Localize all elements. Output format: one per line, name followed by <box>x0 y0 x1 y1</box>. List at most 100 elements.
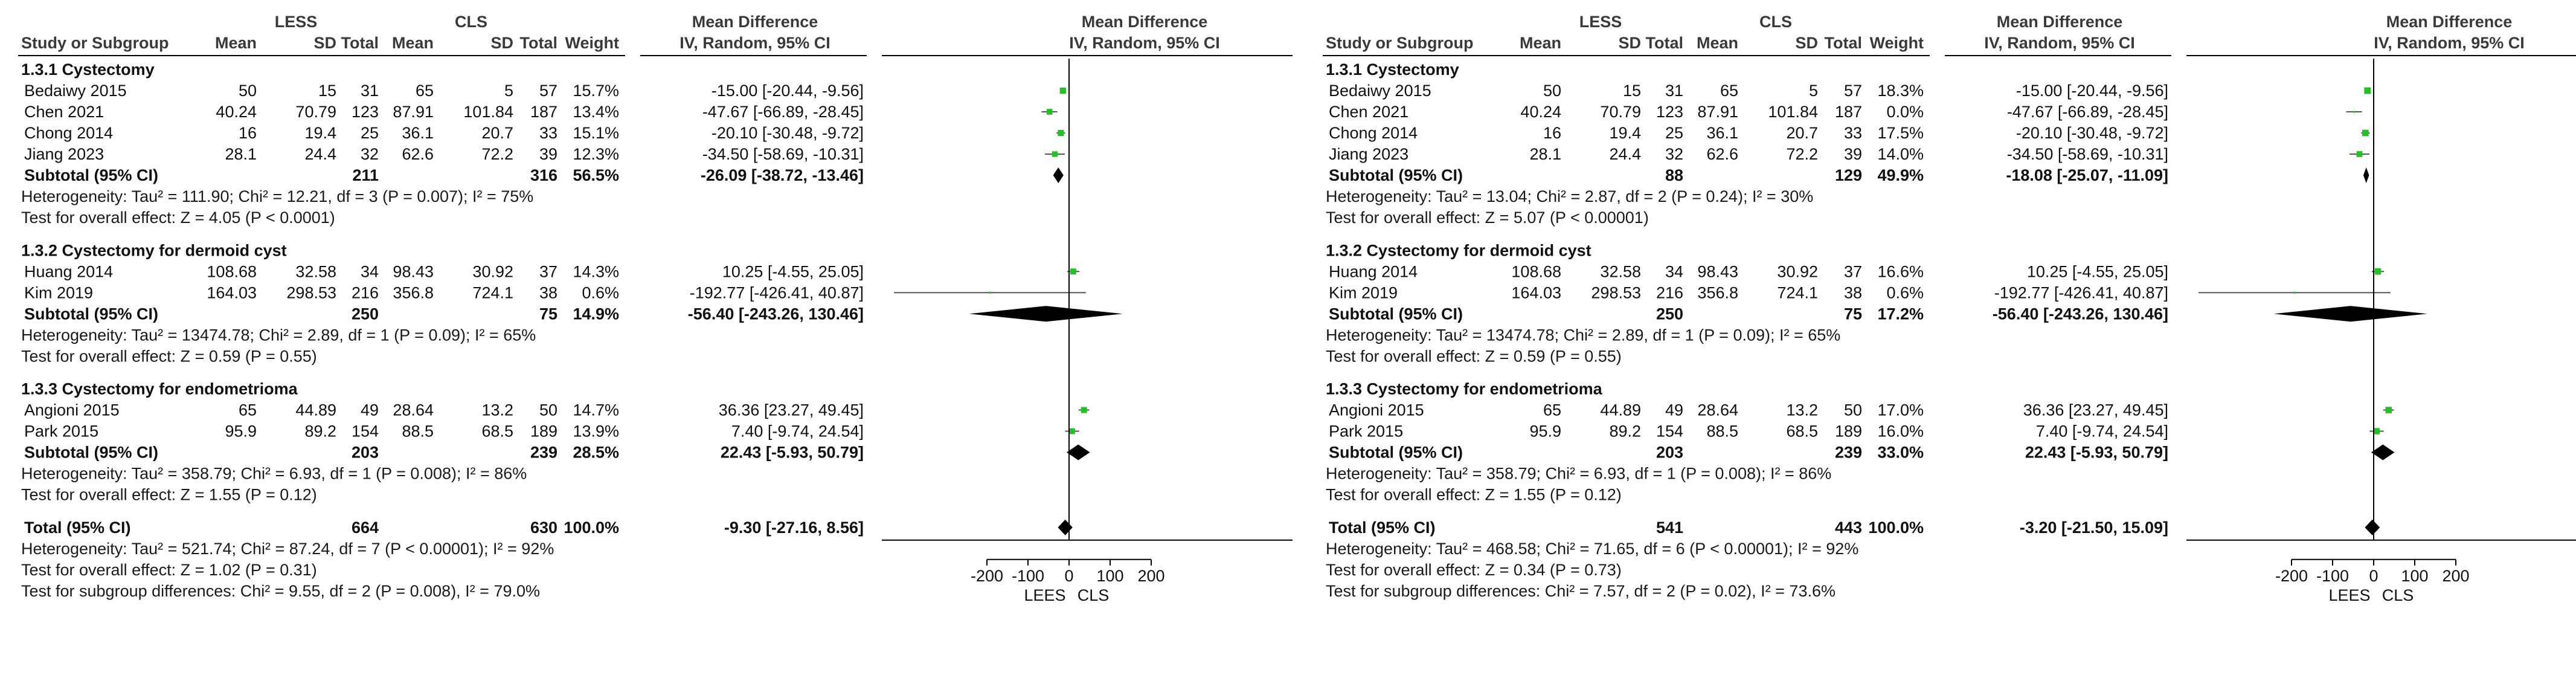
subtotal-label: Subtotal (95% CI) <box>1329 305 1463 323</box>
group2-mean: 98.43 <box>1697 262 1738 280</box>
subtotal-md-ci: -56.40 [-243.26, 130.46] <box>1993 305 2168 323</box>
study-effect-square <box>1058 129 1064 137</box>
subtotal-diamond <box>2363 167 2369 183</box>
group1-mean: 16 <box>1543 124 1561 142</box>
group1-sd: 32.58 <box>295 262 336 280</box>
subtotal-group1-total: 88 <box>1665 166 1683 184</box>
x-axis-tick-label: 0 <box>1064 567 1073 585</box>
group2-mean: 87.91 <box>1697 103 1738 121</box>
group2-total-header: Total <box>1825 34 1863 52</box>
study-name: Bedaiwy 2015 <box>1329 82 1431 100</box>
study-md-ci: -34.50 [-58.69, -10.31] <box>2007 145 2168 163</box>
x-axis-tick-label: 200 <box>1137 567 1164 585</box>
study-effect-square <box>1059 87 1066 94</box>
favours-right-label: CLS <box>2382 586 2414 604</box>
group2-sd: 30.92 <box>472 262 513 280</box>
group2-mean: 87.91 <box>393 103 434 121</box>
subgroup-title: 1.3.2 Cystectomy for dermoid cyst <box>1326 241 1592 259</box>
study-name: Kim 2019 <box>1329 283 1398 302</box>
study-name: Bedaiwy 2015 <box>24 82 127 100</box>
group1-mean-header: Mean <box>215 34 257 52</box>
group2-total: 39 <box>1844 145 1862 163</box>
subtotal-group2-total: 239 <box>530 444 557 462</box>
x-axis-tick-label: -200 <box>971 567 1003 585</box>
x-axis-tick-label: -200 <box>2275 567 2308 585</box>
study-weight: 15.1% <box>573 124 619 142</box>
group2-sd: 724.1 <box>1777 283 1818 302</box>
group2-mean: 356.8 <box>1697 283 1738 302</box>
study-effect-square <box>1046 109 1053 115</box>
group1-header: LESS <box>275 13 318 31</box>
group1-sd: 19.4 <box>304 124 336 142</box>
group1-total: 31 <box>361 82 379 100</box>
group2-mean-header: Mean <box>392 34 434 52</box>
study-weight: 0.0% <box>1886 103 1924 121</box>
subtotal-group1-total: 250 <box>1656 305 1683 323</box>
study-name: Jiang 2023 <box>24 145 104 163</box>
study-name: Park 2015 <box>24 422 98 441</box>
group2-total: 57 <box>1844 82 1862 100</box>
subgroup-title: 1.3.3 Cystectomy for endometrioma <box>21 380 298 398</box>
group1-total: 31 <box>1665 82 1683 100</box>
subtotal-group1-total: 203 <box>1656 444 1683 462</box>
study-md-ci: -192.77 [-426.41, 40.87] <box>690 283 864 302</box>
study-weight: 18.3% <box>1877 82 1924 100</box>
group1-mean: 40.24 <box>1520 103 1561 121</box>
study-md-ci: 7.40 [-9.74, 24.54] <box>2036 422 2168 441</box>
group1-total: 34 <box>1665 262 1683 280</box>
study-weight: 14.0% <box>1877 145 1924 163</box>
subtotal-label: Subtotal (95% CI) <box>24 305 158 323</box>
total-weight: 100.0% <box>1868 519 1924 537</box>
group1-total: 154 <box>1656 422 1683 441</box>
study-effect-square <box>1081 407 1087 413</box>
group1-mean-header: Mean <box>1520 34 1561 52</box>
group1-sd: 15 <box>1623 82 1641 100</box>
group1-mean: 16 <box>239 124 257 142</box>
group1-sd: 70.79 <box>295 103 336 121</box>
group1-total: 154 <box>352 422 379 441</box>
group1-mean: 164.03 <box>207 283 257 302</box>
subtotal-diamond <box>2273 306 2427 322</box>
group1-mean: 65 <box>239 401 257 419</box>
study-md-ci: -34.50 [-58.69, -10.31] <box>702 145 864 163</box>
md-column-subtitle: IV, Random, 95% CI <box>679 34 830 52</box>
group1-mean: 164.03 <box>1511 283 1561 302</box>
subtotal-diamond <box>1053 167 1064 183</box>
total-note: Heterogeneity: Tau² = 468.58; Chi² = 71.… <box>1326 540 1858 558</box>
group1-total: 123 <box>352 103 379 121</box>
group1-sd-header: SD <box>313 34 336 52</box>
x-axis-tick-label: -100 <box>2316 567 2349 585</box>
group2-sd-header: SD <box>1795 34 1818 52</box>
group1-mean: 65 <box>1543 401 1561 419</box>
md-column-subtitle: IV, Random, 95% CI <box>1984 34 2135 52</box>
subgroup-overall-effect: Test for overall effect: Z = 1.55 (P = 0… <box>1326 486 1622 504</box>
group2-total: 38 <box>539 283 557 302</box>
subtotal-group1-total: 203 <box>352 444 379 462</box>
study-md-ci: 36.36 [23.27, 49.45] <box>719 401 864 419</box>
study-weight: 17.0% <box>1877 401 1924 419</box>
group1-mean: 108.68 <box>207 262 257 280</box>
weight-header: Weight <box>1870 34 1924 52</box>
total-group2: 630 <box>530 519 557 537</box>
group2-total: 187 <box>530 103 557 121</box>
study-effect-square <box>2373 428 2380 435</box>
group2-total: 37 <box>1844 262 1862 280</box>
study-name: Chong 2014 <box>1329 124 1418 142</box>
group2-mean: 356.8 <box>393 283 434 302</box>
study-md-ci: -15.00 [-20.44, -9.56] <box>711 82 864 100</box>
subtotal-group2-total: 316 <box>530 166 557 184</box>
study-md-ci: -15.00 [-20.44, -9.56] <box>2016 82 2168 100</box>
group2-sd: 5 <box>504 82 513 100</box>
subgroup-heterogeneity: Heterogeneity: Tau² = 358.79; Chi² = 6.9… <box>21 465 527 483</box>
subtotal-md-ci: -26.09 [-38.72, -13.46] <box>701 166 864 184</box>
study-effect-square <box>2364 87 2371 94</box>
group1-total-header: Total <box>1646 34 1684 52</box>
subgroup-heterogeneity: Heterogeneity: Tau² = 13474.78; Chi² = 2… <box>1326 326 1840 344</box>
group2-total: 38 <box>1844 283 1862 302</box>
study-effect-square <box>2374 268 2382 275</box>
group1-sd: 298.53 <box>286 283 336 302</box>
study-effect-square <box>2385 407 2392 413</box>
group2-total: 187 <box>1835 103 1862 121</box>
group2-sd: 30.92 <box>1777 262 1818 280</box>
subgroup-overall-effect: Test for overall effect: Z = 4.05 (P < 0… <box>21 208 335 227</box>
